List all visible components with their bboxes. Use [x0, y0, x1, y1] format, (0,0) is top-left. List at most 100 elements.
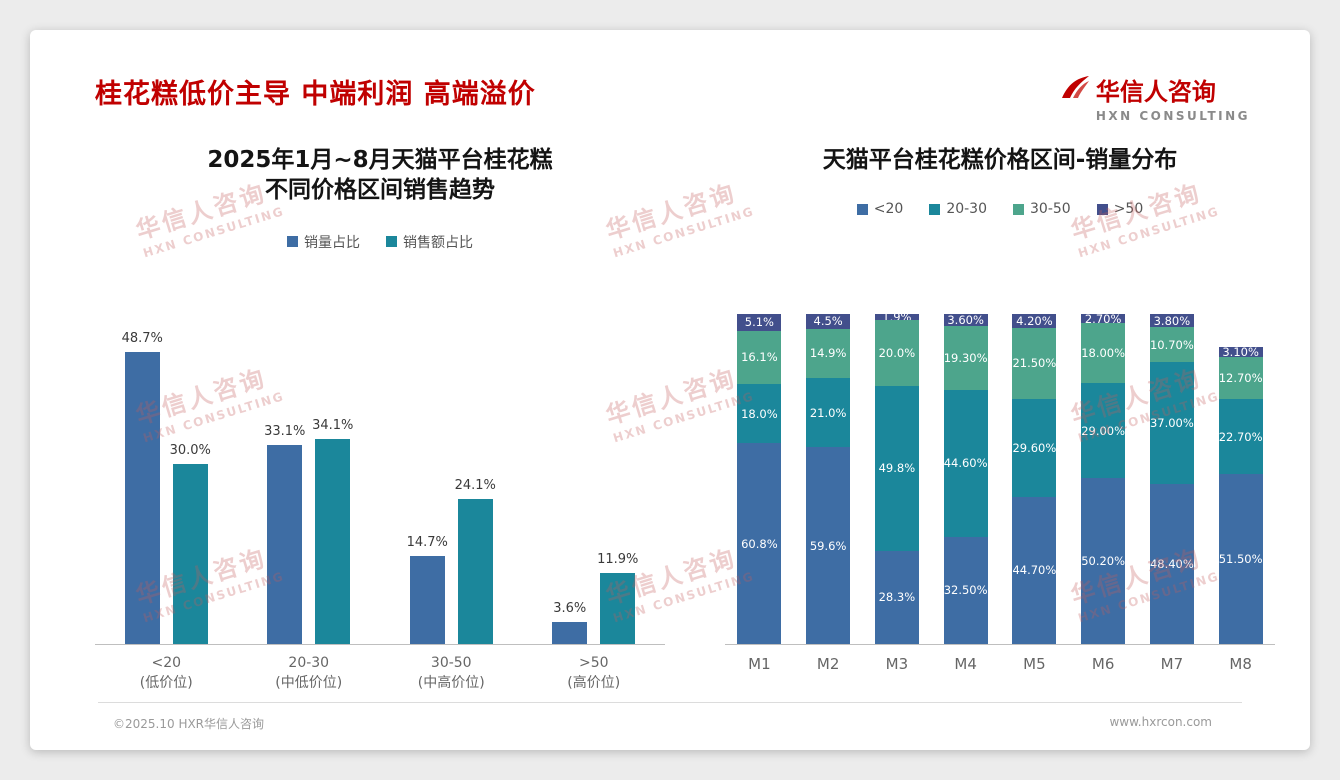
- x-axis-label: M8: [1229, 655, 1252, 673]
- bar-销量占比: 33.1%: [264, 424, 305, 644]
- segment-30-50: 16.1%: [737, 330, 782, 384]
- segment-30-50: 14.9%: [806, 328, 851, 379]
- segment-value-label: 48.40%: [1149, 557, 1194, 572]
- segment-value-label: 21.0%: [809, 405, 847, 420]
- legend-label: 销售额占比: [403, 234, 473, 251]
- stacked-bar: 4.20% 21.50% 29.60% 44.70%: [1012, 313, 1057, 644]
- segment-<20: 48.40%: [1149, 484, 1194, 644]
- left-plot-area: 48.7% 30.0% 33.1% 34.1% 14.7% 24.1% 3.6% 11.9% …: [95, 315, 665, 693]
- segment-20-30: 49.8%: [874, 386, 919, 551]
- bar-销量占比: 48.7%: [122, 331, 163, 644]
- segment-20-30: 22.70%: [1218, 399, 1263, 475]
- bar-value-label: 33.1%: [264, 424, 306, 440]
- x-axis-label-sub: (中低价位): [275, 674, 343, 691]
- bar-value-label: 24.1%: [454, 478, 496, 494]
- bar-销售额占比: 30.0%: [170, 443, 211, 644]
- x-axis-label-main: <20: [151, 655, 182, 671]
- segment-<20: 28.3%: [874, 550, 919, 644]
- stacked-bar-group: 2.70% 18.00% 29.00% 50.20%: [1069, 311, 1138, 644]
- legend-label: 20-30: [946, 201, 987, 218]
- left-chart-title: 2025年1月~8月天猫平台桂花糕 不同价格区间销售趋势: [80, 145, 680, 206]
- segment-value-label: 14.9%: [809, 346, 847, 361]
- stacked-bar-group: 3.60% 19.30% 44.60% 32.50%: [931, 312, 1000, 644]
- segment-value-label: 51.50%: [1218, 552, 1263, 567]
- stacked-bar-group: 3.10% 12.70% 22.70% 51.50%: [1206, 345, 1275, 644]
- x-axis-label: M6: [1091, 655, 1115, 673]
- bar-销量占比: 3.6%: [552, 601, 588, 644]
- legend-item: 30-50: [1013, 201, 1071, 217]
- segment-value-label: 22.70%: [1218, 429, 1263, 444]
- segment-20-30: 29.60%: [1012, 398, 1057, 497]
- segment-30-50: 18.00%: [1081, 323, 1126, 383]
- x-axis-label: >50 (高价位): [523, 654, 666, 693]
- bar-value-label: 3.6%: [553, 601, 587, 617]
- segment-value-label: 5.1%: [744, 315, 774, 330]
- bar-value-label: 14.7%: [406, 534, 448, 550]
- segment-value-label: 3.10%: [1222, 345, 1259, 360]
- x-axis-label: M3: [885, 655, 909, 673]
- segment-value-label: 29.60%: [1012, 440, 1057, 455]
- segment-value-label: 2.70%: [1084, 311, 1122, 326]
- footer-copyright: ©2025.10 HXR华信人咨询: [113, 717, 265, 731]
- x-axis-label: <20 (低价位): [95, 654, 238, 693]
- bar-value-label: 48.7%: [121, 330, 163, 346]
- left-chart-title-line1: 2025年1月~8月天猫平台桂花糕: [207, 147, 553, 173]
- legend-swatch: [1013, 203, 1024, 215]
- legend-label: 销量占比: [304, 234, 360, 251]
- header: 桂花糕低价主导 中端利润 高端溢价 华信人咨询 HXN CONSULTING: [95, 72, 1250, 123]
- stacked-bar: 4.5% 14.9% 21.0% 59.6%: [806, 314, 851, 644]
- legend-item: 销量占比: [287, 232, 360, 252]
- legend-label: 30-50: [1030, 201, 1071, 218]
- stacked-bar-group: 4.20% 21.50% 29.60% 44.70%: [1000, 314, 1069, 644]
- segment-30-50: 12.70%: [1218, 357, 1263, 400]
- segment-value-label: 29.00%: [1081, 423, 1126, 438]
- stacked-bar: 5.1% 16.1% 18.0% 60.8%: [737, 314, 782, 644]
- segment-20-30: 18.0%: [737, 383, 782, 444]
- segment-30-50: 20.0%: [874, 320, 919, 387]
- legend-label: >50: [1113, 201, 1144, 218]
- brand-wing-icon: [1060, 74, 1090, 106]
- legend-swatch: [386, 236, 397, 248]
- legend-swatch: [856, 203, 868, 215]
- segment-30-50: 19.30%: [943, 325, 988, 390]
- right-chart-section: 天猫平台桂花糕价格区间-销量分布 <20 20-30 30-50 >50 5.1% 16…: [710, 145, 1290, 725]
- segment->50: 4.20%: [1012, 313, 1057, 328]
- left-x-axis: <20 (低价位) 20-30 (中低价位) 30-50 (中高价位) >50 (高价位): [95, 654, 665, 693]
- x-axis-label: 30-50 (中高价位): [380, 654, 523, 693]
- brand-name-en: HXN CONSULTING: [1095, 109, 1250, 123]
- x-axis-label-main: 20-30: [288, 655, 330, 671]
- legend-label: <20: [873, 201, 904, 218]
- right-plot: 5.1% 16.1% 18.0% 60.8% 4.5% 14.9% 21.0% 59.6% 1.…: [725, 310, 1275, 645]
- bar-value-label: 34.1%: [312, 418, 354, 434]
- stacked-bar-group: 3.80% 10.70% 37.00% 48.40%: [1138, 314, 1207, 644]
- right-chart-legend: <20 20-30 30-50 >50: [710, 201, 1290, 217]
- x-axis-label: M2: [816, 655, 840, 673]
- left-plot: 48.7% 30.0% 33.1% 34.1% 14.7% 24.1% 3.6% 11.9%: [95, 315, 665, 645]
- segment-20-30: 37.00%: [1149, 362, 1194, 485]
- segment-<20: 50.20%: [1081, 478, 1126, 644]
- left-chart-legend: 销量占比 销售额占比: [80, 232, 680, 252]
- segment-value-label: 3.60%: [947, 312, 984, 327]
- segment-<20: 44.70%: [1012, 496, 1057, 644]
- segment-20-30: 44.60%: [943, 389, 988, 537]
- footer: ©2025.10 HXR华信人咨询 www.hxrcon.com: [98, 702, 1242, 732]
- bar-销售额占比: 11.9%: [597, 552, 638, 644]
- legend-swatch: [287, 236, 298, 248]
- segment-value-label: 18.00%: [1081, 345, 1126, 360]
- brand-name-cn: 华信人咨询: [1095, 78, 1216, 106]
- brand-logo-top: 华信人咨询: [1060, 72, 1250, 107]
- segment-value-label: 32.50%: [943, 583, 988, 598]
- legend-swatch: [1096, 203, 1108, 215]
- stacked-bar: 1.9% 20.0% 49.8% 28.3%: [874, 310, 919, 644]
- stacked-bar-group: 4.5% 14.9% 21.0% 59.6%: [794, 314, 863, 644]
- bar-销售额占比: 24.1%: [455, 478, 496, 644]
- x-axis-label: M4: [954, 655, 977, 673]
- legend-item: >50: [1096, 201, 1144, 218]
- segment-value-label: 10.70%: [1149, 337, 1194, 352]
- segment-value-label: 28.3%: [878, 590, 916, 605]
- right-plot-area: 5.1% 16.1% 18.0% 60.8% 4.5% 14.9% 21.0% 59.6% 1.…: [725, 310, 1275, 675]
- segment-20-30: 29.00%: [1081, 382, 1126, 479]
- segment->50: 4.5%: [806, 314, 851, 329]
- segment-value-label: 4.20%: [1016, 313, 1053, 328]
- category-group: 48.7% 30.0%: [95, 331, 238, 644]
